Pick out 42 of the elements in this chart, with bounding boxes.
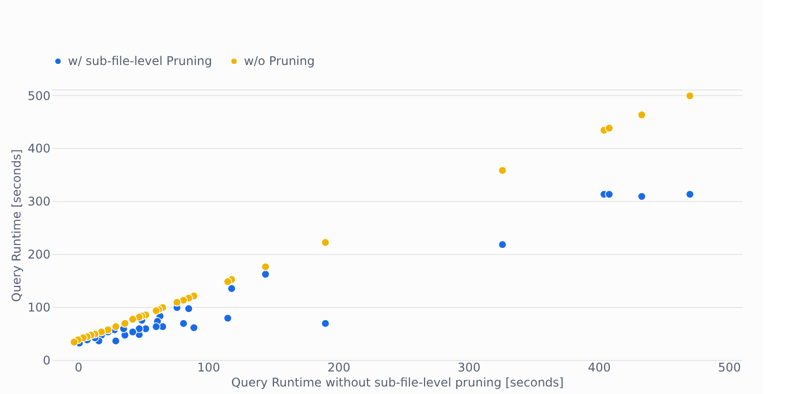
point bbox=[604, 124, 614, 132]
x-tick-label: 400 bbox=[588, 360, 611, 374]
x-tick-label: 100 bbox=[197, 360, 220, 374]
point bbox=[172, 298, 182, 307]
point bbox=[179, 319, 188, 328]
point bbox=[637, 192, 646, 201]
point bbox=[261, 262, 270, 272]
point bbox=[128, 328, 137, 336]
y-tick-label: 200 bbox=[28, 248, 50, 262]
point bbox=[152, 306, 160, 316]
point bbox=[227, 284, 236, 293]
y-tick-label: 400 bbox=[28, 142, 50, 156]
point bbox=[184, 304, 193, 313]
y-tick-label: 500 bbox=[28, 88, 50, 103]
legend-label: w/o Pruning bbox=[244, 54, 315, 68]
y-tick-label: 100 bbox=[28, 300, 50, 315]
point bbox=[120, 319, 130, 328]
point bbox=[112, 322, 120, 331]
y-tick-label: 300 bbox=[28, 194, 50, 209]
x-axis-title: Query Runtime without sub-file-level pruning [seconds] bbox=[231, 376, 564, 390]
point bbox=[134, 324, 144, 334]
x-tick-label: 0 bbox=[74, 360, 82, 374]
point bbox=[604, 190, 614, 199]
x-tick-label: 300 bbox=[458, 360, 481, 374]
y-axis-title: Query Runtime [seconds] bbox=[10, 149, 24, 302]
point bbox=[152, 322, 160, 331]
point bbox=[637, 110, 646, 120]
point bbox=[112, 336, 120, 346]
point bbox=[498, 240, 507, 249]
point bbox=[321, 319, 330, 328]
point bbox=[128, 314, 137, 324]
point bbox=[223, 314, 232, 322]
x-tick-label: 200 bbox=[327, 360, 350, 374]
point bbox=[190, 323, 198, 332]
point bbox=[321, 238, 330, 247]
point bbox=[686, 190, 694, 199]
point bbox=[70, 338, 78, 346]
x-tick-label: 500 bbox=[718, 360, 741, 374]
point bbox=[223, 277, 232, 286]
point bbox=[686, 92, 694, 100]
legend-label: w/ sub-file-level Pruning bbox=[68, 54, 212, 68]
point bbox=[498, 166, 507, 175]
